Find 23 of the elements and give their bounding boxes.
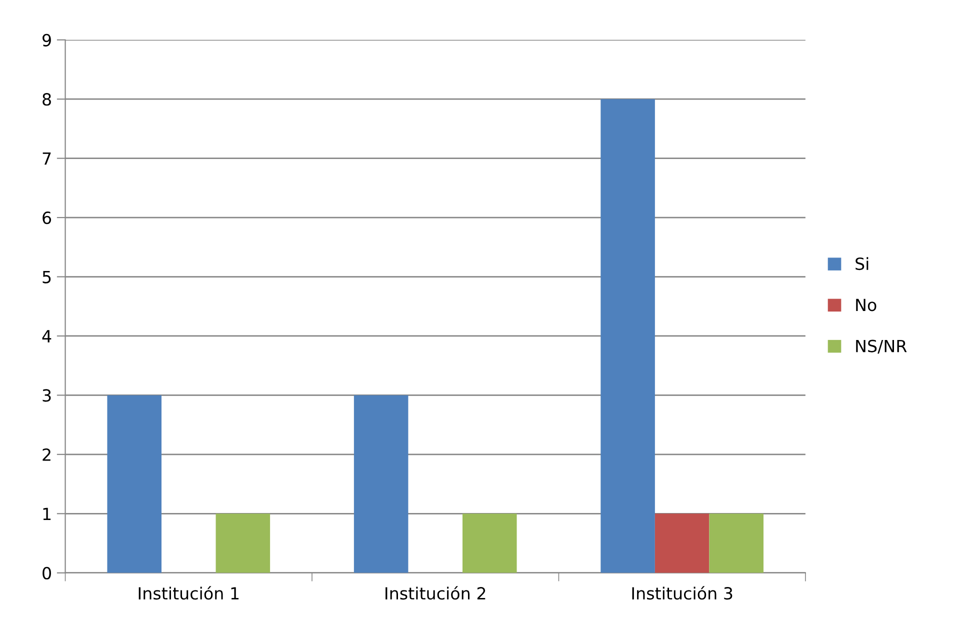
legend-label: NS/NR	[856, 340, 907, 354]
bar	[107, 395, 162, 573]
bar	[216, 514, 270, 573]
x-tick-label: Institución 2	[386, 586, 486, 600]
y-tick-label: 2	[42, 448, 50, 461]
x-tick-label: Institución 1	[138, 586, 239, 600]
y-tick-label: 4	[42, 330, 52, 342]
y-tick-label: 9	[42, 34, 51, 46]
bar	[462, 514, 517, 573]
bar	[600, 99, 655, 573]
y-tick-label: 8	[42, 93, 51, 106]
y-tick-label: 7	[42, 152, 51, 165]
y-tick-label: 5	[42, 270, 51, 284]
legend-label: Si	[856, 257, 868, 270]
y-tick-label: 6	[42, 212, 52, 224]
y-tick-label: 3	[42, 389, 51, 402]
bar	[709, 514, 764, 573]
x-tick-label: Institución 3	[632, 586, 732, 600]
bar	[354, 395, 408, 573]
bar	[654, 514, 710, 573]
y-tick-label: 1	[43, 508, 51, 520]
y-tick-label: 0	[42, 566, 51, 580]
legend-label: No	[856, 298, 876, 312]
